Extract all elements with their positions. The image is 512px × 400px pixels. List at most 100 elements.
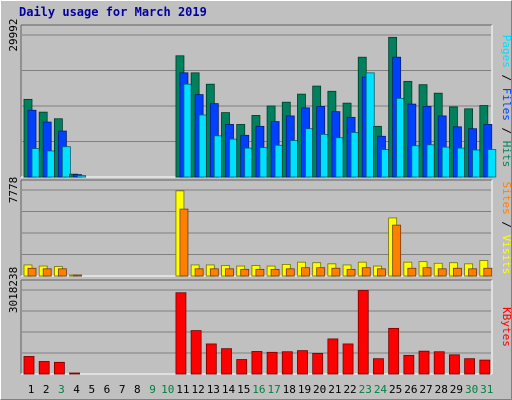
bar-kbytes-day-13 [205, 343, 217, 375]
bar-kbytes-day-20 [312, 353, 324, 375]
bar-pages-day-23 [365, 72, 375, 178]
bar-sites-day-29 [453, 267, 462, 277]
series-label-part: Visits [500, 235, 512, 275]
bar-sites-day-31 [483, 267, 493, 277]
bar-kbytes-day-31 [479, 359, 491, 375]
bar-sites-day-26 [407, 267, 417, 277]
x-tick-label-day-15: 15 [237, 383, 250, 396]
series-label-part: Sites [500, 182, 512, 215]
panel-1-series-label: Pages / Files / Hits [500, 35, 512, 168]
bar-kbytes-day-17 [266, 351, 278, 375]
bar-sites-day-16 [255, 268, 265, 277]
bar-kbytes-day-16 [251, 351, 263, 375]
bar-kbytes-day-22 [342, 343, 354, 375]
x-tick-label-day-29: 29 [450, 383, 463, 396]
bar-kbytes-day-3 [53, 361, 65, 375]
bar-sites-day-18 [285, 268, 295, 277]
bar-sites-day-17 [270, 268, 280, 277]
bar-kbytes-day-25 [388, 327, 400, 375]
bar-sites-day-27 [422, 267, 432, 277]
x-tick-label-day-5: 5 [88, 383, 95, 396]
bar-sites-day-22 [346, 268, 356, 277]
bar-kbytes-day-12 [190, 330, 202, 375]
x-tick-label-day-17: 17 [267, 383, 280, 396]
x-tick-label-day-7: 7 [119, 383, 126, 396]
bar-sites-day-1 [27, 267, 37, 277]
panel-3-series-label: KBytes [500, 307, 512, 347]
bar-sites-day-12 [194, 268, 204, 277]
bar-sites-day-2 [42, 268, 52, 277]
x-tick-label-day-20: 20 [313, 383, 326, 396]
bar-kbytes-day-19 [297, 350, 308, 375]
bar-kbytes-day-26 [403, 354, 415, 375]
panel-2-series-label: Sites / Visits [500, 182, 512, 275]
bar-sites-day-4 [73, 274, 82, 277]
x-tick-label-day-8: 8 [134, 383, 141, 396]
bar-pages-day-3 [61, 146, 71, 178]
bar-kbytes-day-1 [23, 356, 35, 375]
bar-sites-day-30 [468, 268, 478, 277]
x-tick-label-day-9: 9 [149, 383, 156, 396]
bar-sites-day-14 [225, 268, 234, 277]
x-tick-label-day-21: 21 [328, 383, 341, 396]
bar-sites-day-15 [240, 268, 250, 277]
bar-sites-day-11 [179, 208, 189, 277]
x-tick-label-day-11: 11 [176, 383, 189, 396]
bar-kbytes-day-21 [327, 338, 339, 375]
series-label-part: / [500, 215, 512, 235]
x-tick-label-day-6: 6 [104, 383, 111, 396]
bar-kbytes-day-18 [281, 351, 293, 375]
panel-2-background [21, 180, 492, 276]
series-label-part: Pages [500, 35, 512, 68]
series-label-part: Files [500, 88, 512, 121]
bar-sites-day-21 [331, 267, 341, 277]
series-label-part: KBytes [500, 307, 512, 347]
bar-sites-day-23 [361, 267, 371, 277]
x-tick-label-day-22: 22 [343, 383, 356, 396]
bar-pages-day-31 [487, 149, 497, 178]
series-label-part: Hits [500, 141, 512, 168]
chart-title: Daily usage for March 2019 [19, 5, 207, 19]
x-tick-label-day-4: 4 [73, 383, 80, 396]
bar-kbytes-day-23 [357, 290, 369, 375]
x-tick-label-day-1: 1 [28, 383, 35, 396]
x-tick-label-day-28: 28 [435, 383, 448, 396]
series-label-part: / [500, 121, 512, 141]
bar-kbytes-day-2 [38, 361, 50, 375]
x-tick-label-day-2: 2 [43, 383, 50, 396]
x-tick-label-day-18: 18 [283, 383, 296, 396]
x-tick-label-day-14: 14 [222, 383, 236, 396]
x-tick-label-day-16: 16 [252, 383, 265, 396]
x-tick-label-day-24: 24 [374, 383, 388, 396]
bar-kbytes-day-27 [418, 350, 430, 375]
series-label-part: / [500, 68, 512, 88]
bar-kbytes-day-14 [221, 348, 232, 375]
x-tick-label-day-3: 3 [58, 383, 65, 396]
bar-kbytes-day-28 [433, 351, 445, 375]
x-tick-label-day-13: 13 [207, 383, 220, 396]
x-tick-label-day-30: 30 [465, 383, 478, 396]
bar-kbytes-day-11 [175, 292, 187, 375]
bar-kbytes-day-24 [373, 358, 384, 375]
bar-kbytes-day-15 [236, 359, 248, 375]
bar-sites-day-19 [301, 267, 310, 277]
bar-sites-day-25 [392, 224, 402, 277]
panel-3-ymax-label: 3018238 [7, 267, 20, 313]
x-tick-label-day-25: 25 [389, 383, 402, 396]
bar-kbytes-day-30 [464, 358, 476, 375]
x-tick-label-day-23: 23 [359, 383, 372, 396]
x-tick-label-day-31: 31 [480, 383, 493, 396]
panel-1-ymax-label: 29992 [7, 18, 20, 51]
panel-2-ymax-label: 7778 [7, 177, 20, 204]
x-tick-label-day-27: 27 [419, 383, 432, 396]
bar-sites-day-28 [437, 268, 447, 277]
bar-sites-day-24 [377, 268, 386, 277]
bar-kbytes-day-29 [449, 354, 460, 375]
bar-sites-day-13 [209, 268, 219, 277]
bar-kbytes-day-4 [69, 372, 80, 375]
x-tick-label-day-26: 26 [404, 383, 417, 396]
x-tick-label-day-19: 19 [298, 383, 311, 396]
bar-sites-day-3 [57, 268, 67, 277]
x-tick-label-day-10: 10 [161, 383, 174, 396]
